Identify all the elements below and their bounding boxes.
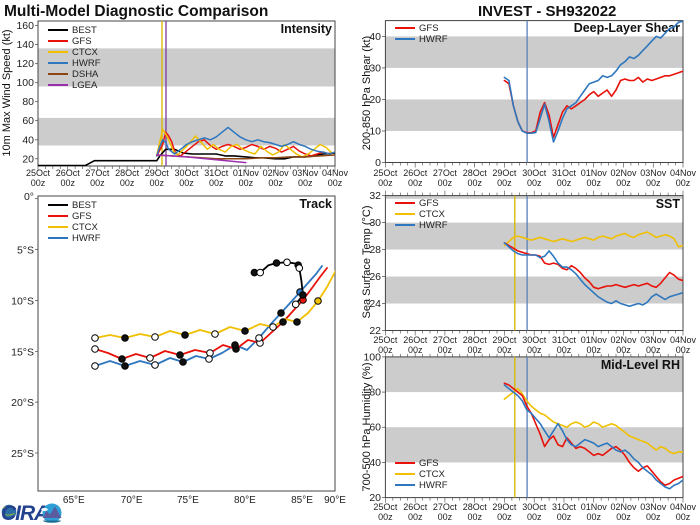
svg-text:CIRA: CIRA bbox=[1, 502, 48, 525]
